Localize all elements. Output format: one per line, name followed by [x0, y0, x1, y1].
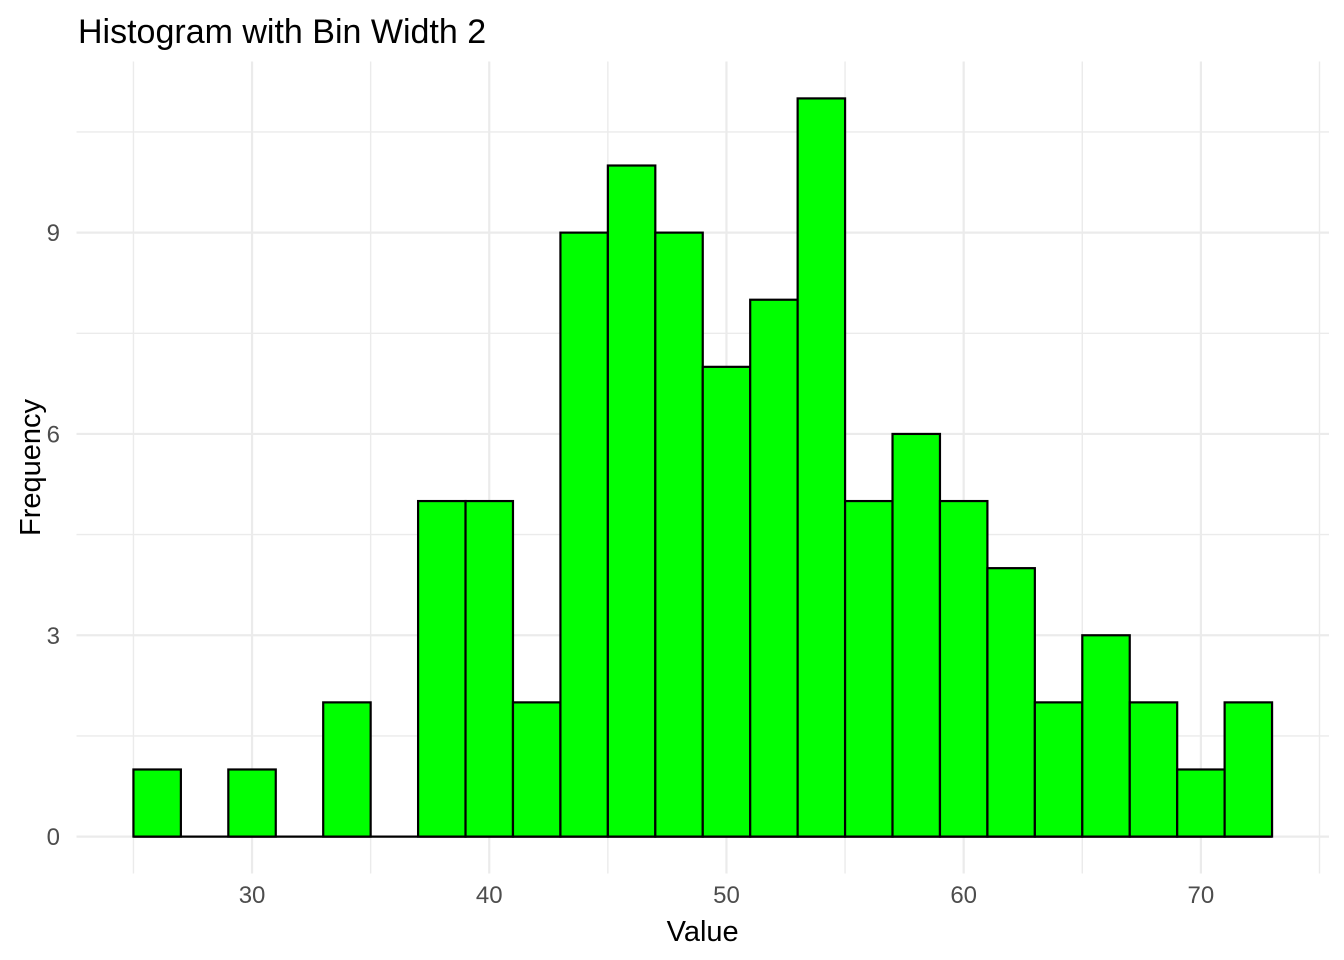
y-tick-label: 0 — [47, 824, 60, 851]
histogram-bars — [132, 97, 1274, 838]
histogram-bar — [1223, 701, 1274, 838]
histogram-bar — [1081, 634, 1131, 838]
histogram-bar — [322, 701, 372, 838]
x-tick-label: 40 — [476, 882, 503, 909]
histogram-bar — [701, 365, 752, 838]
y-axis-title: Frequency — [15, 398, 47, 536]
histogram-bar — [1033, 701, 1084, 838]
histogram-bar — [464, 499, 515, 838]
x-tick-label: 30 — [239, 882, 266, 909]
histogram-bar — [654, 231, 704, 838]
x-axis-title: Value — [667, 916, 739, 948]
x-tick-label: 60 — [950, 882, 977, 909]
y-tick-label: 6 — [47, 421, 60, 448]
histogram-bar — [891, 432, 942, 838]
histogram-bar — [227, 768, 277, 838]
y-tick-label: 9 — [47, 220, 60, 247]
histogram-bar — [511, 701, 562, 838]
x-tick-label: 50 — [713, 882, 740, 909]
histogram-bar — [796, 97, 847, 838]
histogram-bar — [843, 499, 894, 838]
histogram-bar — [986, 567, 1036, 838]
x-tick-label: 70 — [1188, 882, 1215, 909]
chart-title: Histogram with Bin Width 2 — [78, 13, 486, 51]
histogram-bar — [559, 231, 609, 838]
histogram-bar — [938, 499, 989, 838]
histogram-bar — [1176, 768, 1226, 838]
x-axis-tick-labels: 30 40 50 60 70 — [239, 882, 1215, 909]
histogram-bar — [1128, 701, 1179, 838]
histogram-bar — [749, 298, 799, 838]
histogram-bar — [606, 164, 657, 838]
y-tick-label: 3 — [47, 623, 60, 650]
histogram-bar — [416, 499, 467, 838]
y-axis-tick-labels: 0 3 6 9 — [47, 220, 60, 851]
histogram-bar — [132, 768, 182, 838]
